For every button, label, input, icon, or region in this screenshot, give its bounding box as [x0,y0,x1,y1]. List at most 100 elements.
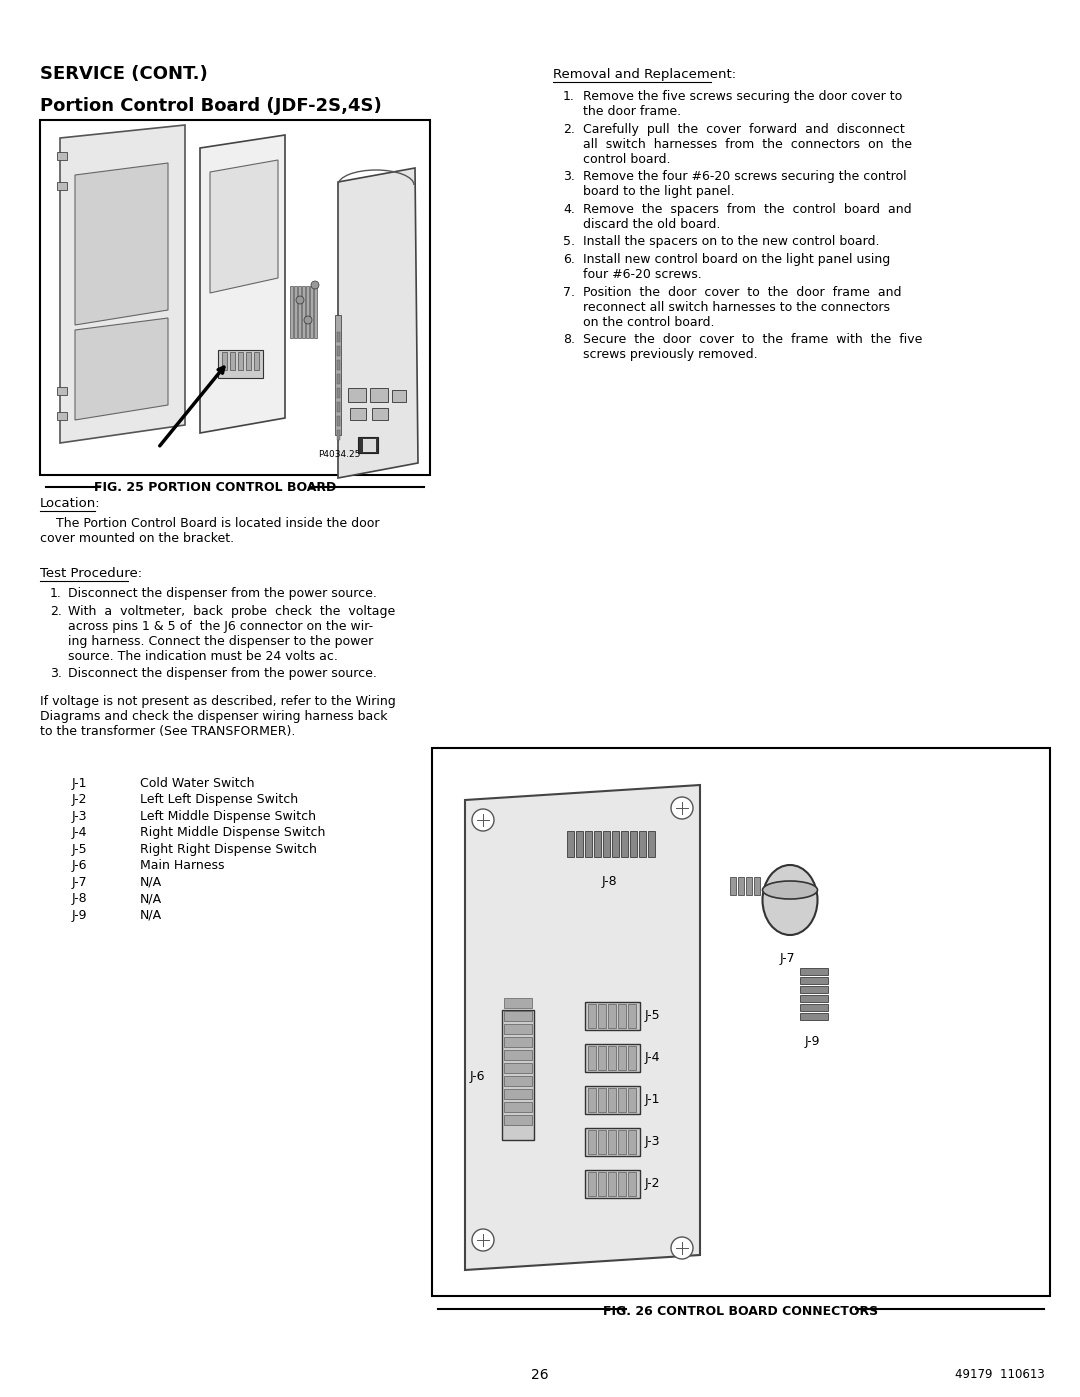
Bar [576,831,583,856]
Bar [314,286,318,338]
Circle shape [671,798,693,819]
Bar [337,332,340,342]
Bar [432,747,1050,1296]
Circle shape [472,809,494,831]
Bar [588,1046,596,1070]
Polygon shape [60,124,185,443]
Bar [730,877,735,895]
Text: J-1: J-1 [72,777,87,789]
Circle shape [296,296,303,305]
Bar [372,408,388,420]
Bar [608,1088,616,1112]
Bar [612,831,619,856]
Bar [627,1088,636,1112]
Text: N/A: N/A [140,876,162,888]
Bar [618,1004,626,1028]
Bar [504,1063,532,1073]
Text: The Portion Control Board is located inside the door
cover mounted on the bracke: The Portion Control Board is located ins… [40,517,379,545]
Bar [585,1002,640,1030]
Bar [585,1127,640,1155]
Bar [504,1090,532,1099]
Bar [746,877,752,895]
Bar [603,831,610,856]
Bar [57,412,67,420]
Bar [618,1130,626,1154]
Text: J-6: J-6 [470,1070,486,1083]
Bar [246,352,251,370]
Bar [57,152,67,161]
Text: Cold Water Switch: Cold Water Switch [140,777,255,789]
Text: 2.: 2. [50,605,62,617]
Text: FIG. 25 PORTION CONTROL BOARD: FIG. 25 PORTION CONTROL BOARD [94,481,336,495]
Bar [585,1171,640,1199]
Text: Right Middle Dispense Switch: Right Middle Dispense Switch [140,826,325,840]
Text: Remove the five screws securing the door cover to
the door frame.: Remove the five screws securing the door… [583,89,902,117]
Text: FIG. 26 CONTROL BOARD CONNECTORS: FIG. 26 CONTROL BOARD CONNECTORS [604,1305,878,1317]
Bar [337,430,340,440]
Text: SERVICE (CONT.): SERVICE (CONT.) [40,66,207,82]
Bar [627,1046,636,1070]
Bar [57,387,67,395]
Bar [337,402,340,412]
Bar [567,831,573,856]
Text: Main Harness: Main Harness [140,859,225,872]
Bar [800,986,828,993]
Bar [648,831,654,856]
Bar [504,1024,532,1034]
Circle shape [671,1236,693,1259]
Bar [598,1130,606,1154]
Bar [598,1046,606,1070]
Text: Disconnect the dispenser from the power source.: Disconnect the dispenser from the power … [68,666,377,680]
Bar [639,831,646,856]
Bar [502,1010,534,1140]
Text: Location:: Location: [40,497,100,510]
Text: 3.: 3. [50,666,62,680]
Bar [585,831,592,856]
Bar [621,831,627,856]
Bar [800,968,828,975]
Bar [588,1088,596,1112]
Bar [598,1004,606,1028]
Bar [504,1037,532,1046]
Bar [298,286,301,338]
Bar [630,831,637,856]
Text: Secure  the  door  cover  to  the  frame  with  the  five
screws previously remo: Secure the door cover to the frame with … [583,332,922,360]
Bar [302,286,305,338]
Bar [800,1013,828,1020]
Text: J-3: J-3 [645,1134,661,1147]
Bar [337,360,340,370]
Bar [588,1172,596,1196]
Bar [585,1085,640,1113]
Text: J-2: J-2 [645,1176,661,1189]
Bar [40,120,430,475]
Bar [504,997,532,1009]
Polygon shape [210,161,278,293]
Text: 26: 26 [531,1368,549,1382]
Text: Carefully  pull  the  cover  forward  and  disconnect
all  switch  harnesses  fr: Carefully pull the cover forward and dis… [583,123,912,166]
Text: Portion Control Board (JDF-2S,4S): Portion Control Board (JDF-2S,4S) [40,96,381,115]
Text: Right Right Dispense Switch: Right Right Dispense Switch [140,842,316,856]
Bar [230,352,235,370]
Bar [362,439,376,453]
Text: 49179  110613: 49179 110613 [955,1368,1045,1382]
Text: Left Left Dispense Switch: Left Left Dispense Switch [140,793,298,806]
Bar [608,1172,616,1196]
Text: 8.: 8. [563,332,575,346]
Bar [800,995,828,1002]
Bar [57,182,67,190]
Text: N/A: N/A [140,909,162,922]
Bar [337,346,340,356]
Bar [504,1076,532,1085]
Text: 1.: 1. [563,89,575,103]
Bar [754,877,760,895]
Text: Install the spacers on to the new control board.: Install the spacers on to the new contro… [583,235,879,249]
Bar [585,1044,640,1071]
Text: 3.: 3. [563,170,575,183]
Text: J-8: J-8 [72,893,87,905]
Bar [627,1004,636,1028]
Bar [348,388,366,402]
Text: Test Procedure:: Test Procedure: [40,567,143,580]
Bar [294,286,297,338]
Text: If voltage is not present as described, refer to the Wiring
Diagrams and check t: If voltage is not present as described, … [40,694,395,738]
Bar [357,437,378,453]
